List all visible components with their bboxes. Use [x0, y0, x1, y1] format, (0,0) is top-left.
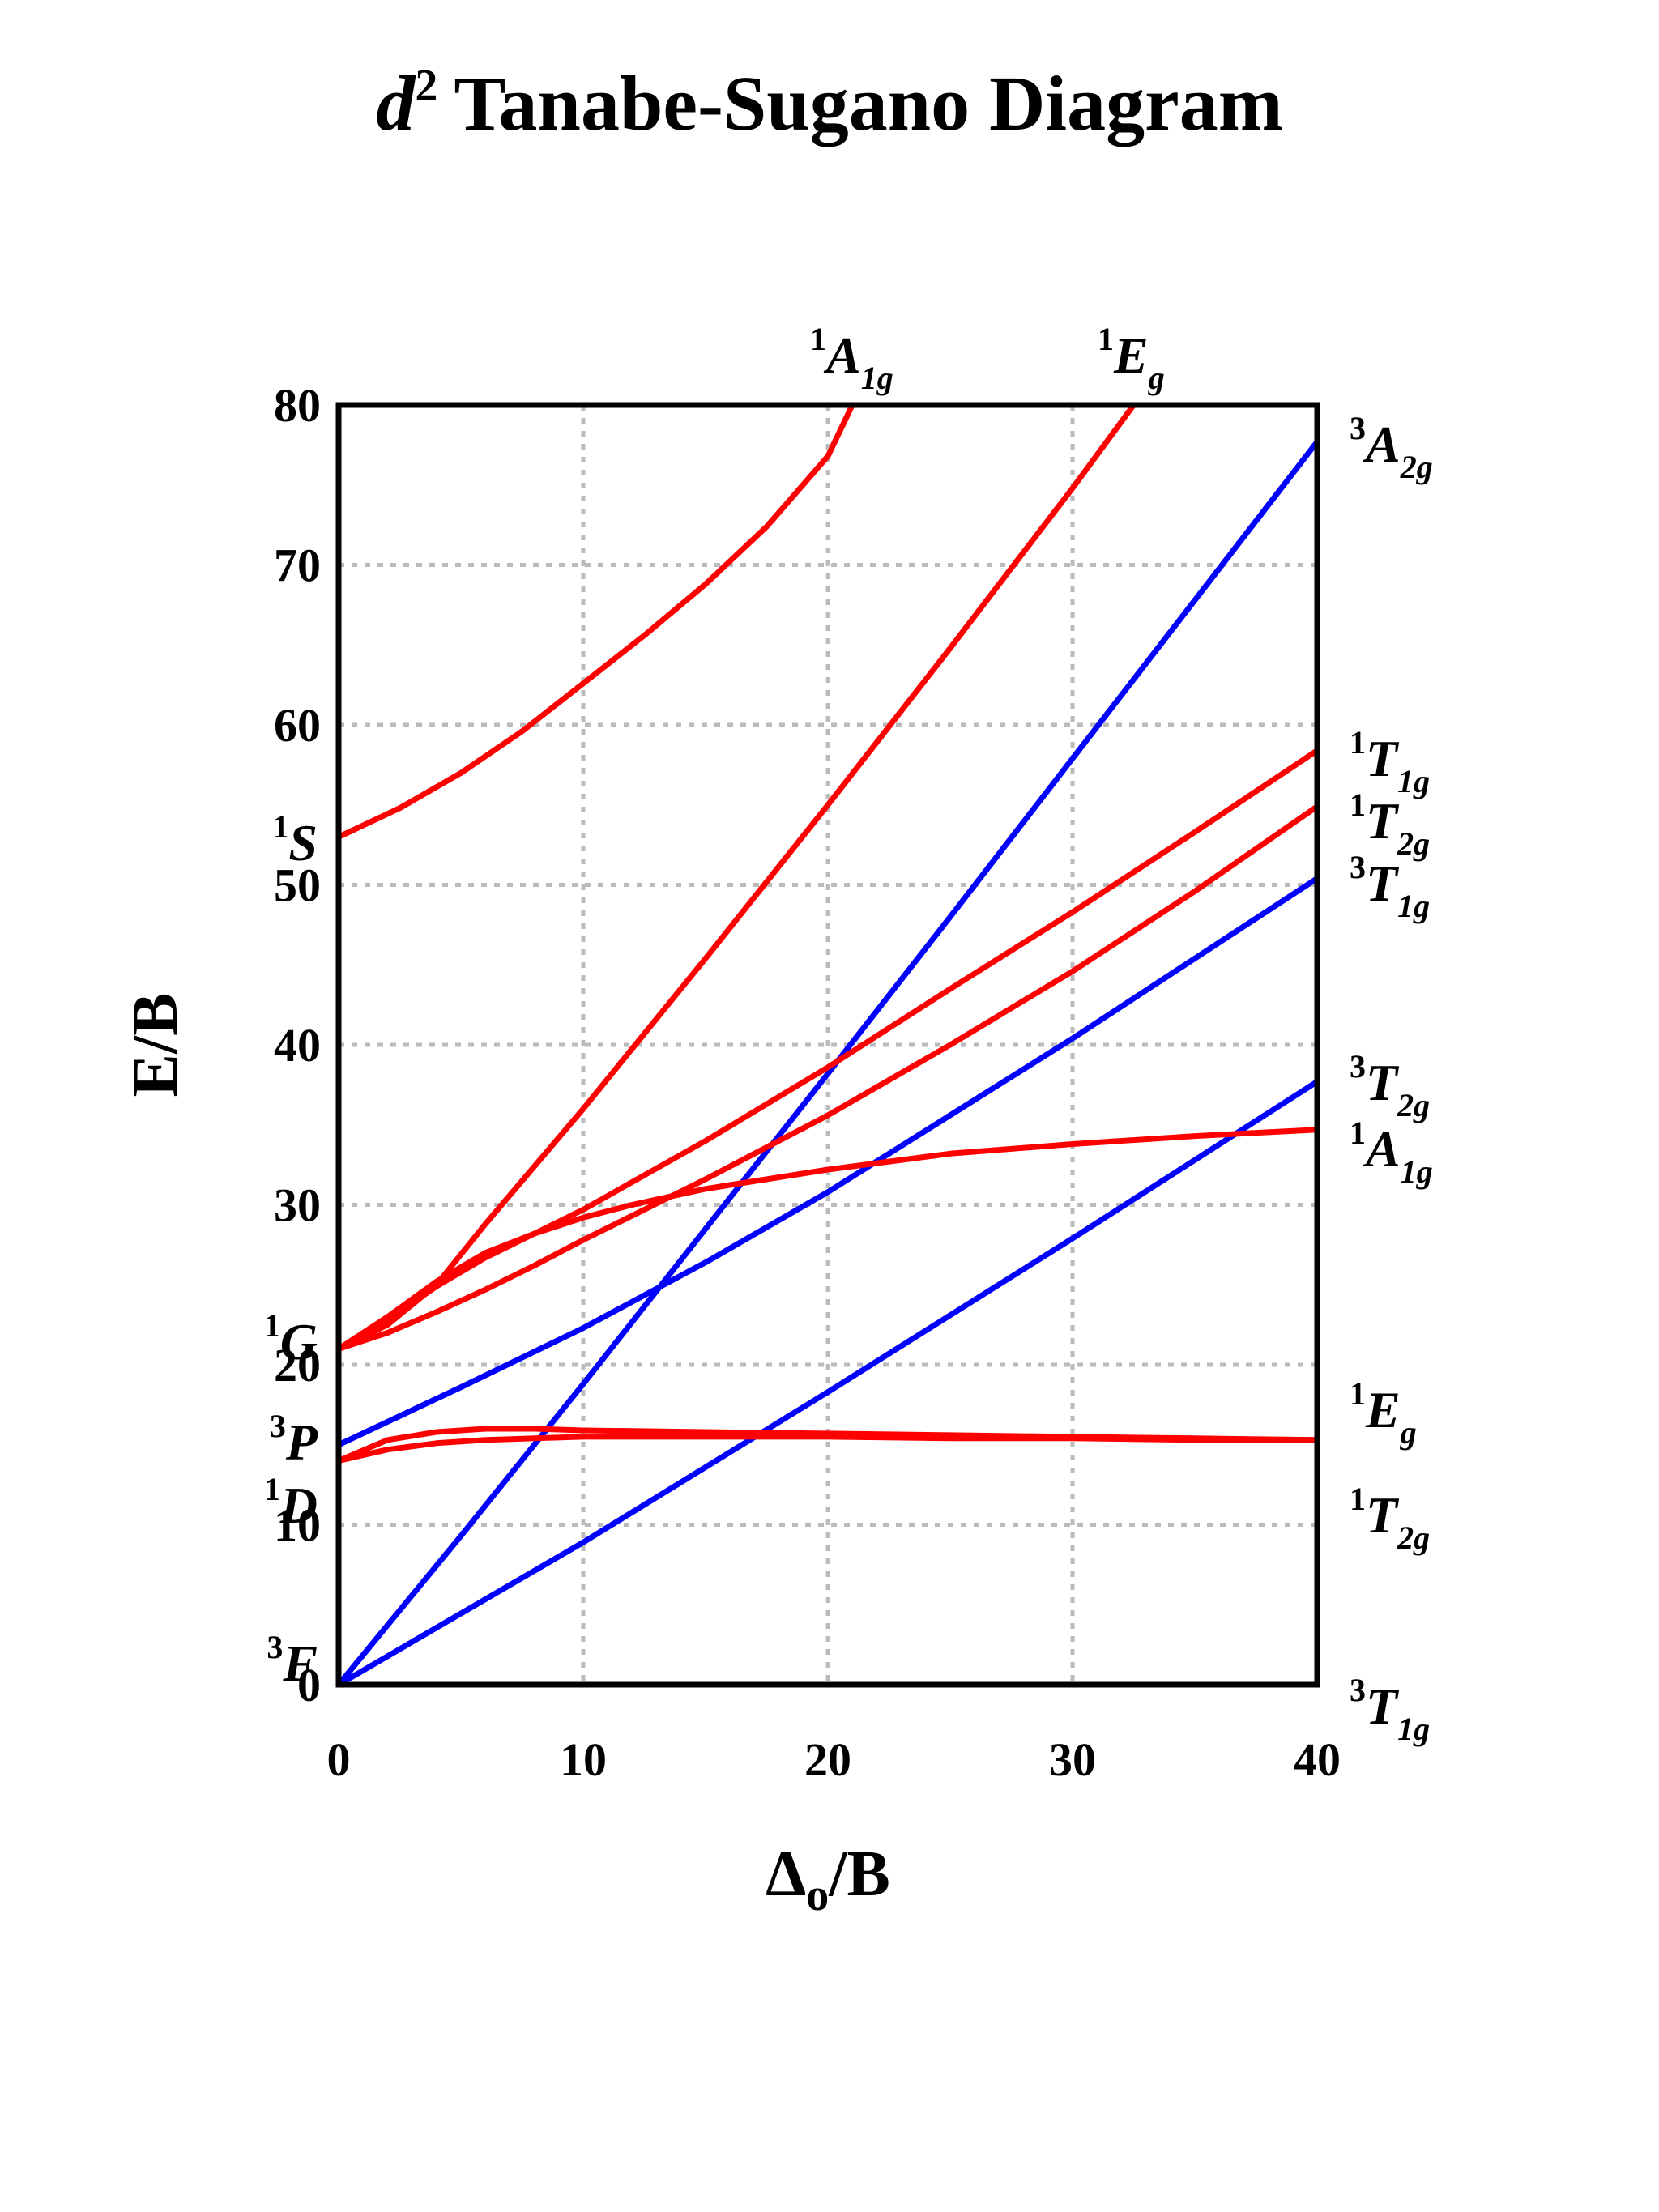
x-tick-label: 0 — [327, 1733, 351, 1786]
title-d: d — [376, 60, 416, 147]
y-tick-label: 30 — [274, 1179, 321, 1232]
series-line — [335, 1078, 1320, 1688]
state-label: 1Eg — [1350, 1375, 1417, 1451]
series-line — [335, 748, 1320, 1352]
x-tick-label: 30 — [1049, 1733, 1096, 1786]
free-ion-label: 1D — [264, 1471, 318, 1534]
y-tick-label: 70 — [274, 539, 321, 592]
series-line — [335, 402, 1137, 1352]
x-tick-labels: 0 10 20 30 40 — [327, 1733, 1341, 1786]
plot-frame — [335, 402, 1320, 1688]
y-tick-label: 10 — [274, 1499, 321, 1552]
chart-title: d2 Tanabe-Sugano Diagram — [376, 60, 1282, 147]
state-label: 1T2g — [1350, 1481, 1430, 1556]
x-tick-label: 40 — [1294, 1733, 1341, 1786]
free-ion-label: 1G — [264, 1307, 318, 1370]
y-tick-label: 50 — [274, 859, 321, 912]
series-line — [335, 438, 1320, 1688]
grid-lines — [339, 405, 1317, 1685]
state-label-top: 1A1g — [810, 321, 893, 396]
state-label-top: 1Eg — [1098, 321, 1165, 396]
free-ion-label: 3P — [270, 1408, 318, 1471]
title-superscript: 2 — [415, 61, 437, 111]
y-tick-label: 60 — [274, 699, 321, 752]
y-tick-label: 0 — [297, 1659, 321, 1711]
x-tick-label: 20 — [804, 1733, 851, 1786]
y-tick-label: 80 — [274, 379, 321, 432]
free-ion-label: 1S — [272, 808, 318, 872]
series-line — [335, 876, 1320, 1448]
state-label: 3T2g — [1350, 1048, 1430, 1123]
state-label: 3T1g — [1350, 1672, 1430, 1747]
top-state-labels: 1A1g 1Eg — [810, 321, 1165, 396]
y-axis-title: E/B — [120, 993, 191, 1097]
series-line — [335, 402, 855, 840]
y-tick-label: 40 — [274, 1019, 321, 1072]
state-label: 3T1g — [1350, 849, 1430, 924]
x-tick-label: 10 — [560, 1733, 607, 1786]
series-lines — [335, 402, 1320, 1688]
y-tick-label: 20 — [274, 1339, 321, 1392]
state-label: 3A2g — [1350, 410, 1433, 485]
title-rest: Tanabe-Sugano Diagram — [454, 60, 1282, 147]
y-tick-labels: 0 10 20 30 40 50 60 70 80 — [274, 379, 321, 1711]
series-line — [335, 1434, 1320, 1464]
state-label: 1T1g — [1350, 724, 1430, 799]
free-ion-label: 3F — [267, 1629, 318, 1692]
state-label: 1T2g — [1350, 786, 1430, 862]
state-label: 1A1g — [1350, 1115, 1433, 1190]
series-line — [335, 803, 1320, 1352]
x-axis-title: Δo/B — [766, 1839, 890, 1920]
